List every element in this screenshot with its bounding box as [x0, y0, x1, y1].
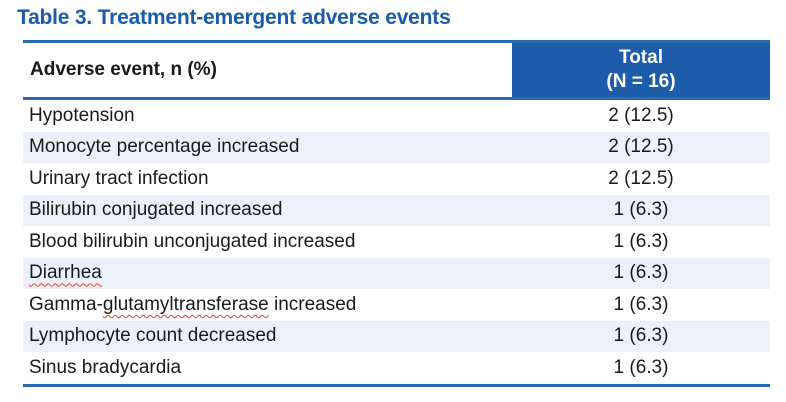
event-cell: Diarrhea: [23, 262, 512, 284]
value-cell: 1 (6.3): [613, 325, 669, 347]
event-text: increased: [268, 293, 357, 315]
table-row: Monocyte percentage increased 2 (12.5): [23, 131, 770, 163]
event-cell: Lymphocyte count decreased: [29, 325, 277, 347]
table-bottom-rule: [23, 383, 770, 387]
event-cell: Gamma-glutamyltransferase increased: [23, 294, 512, 316]
value-cell: 1 (6.3): [613, 199, 669, 221]
table-body: Hypotension 2 (12.5) Monocyte percentage…: [23, 100, 770, 384]
value-cell: 2 (12.5): [608, 167, 674, 189]
spellcheck-flagged-word: Diarrhea: [29, 262, 102, 284]
total-header-line1: Total: [619, 47, 663, 68]
table-row: Bilirubin conjugated increased 1 (6.3): [23, 194, 770, 226]
event-cell: Blood bilirubin unconjugated increased: [29, 230, 356, 252]
value-cell: 1 (6.3): [613, 262, 669, 284]
value-cell: 2 (12.5): [608, 104, 674, 126]
event-cell: Sinus bradycardia: [29, 356, 182, 378]
table-row: Sinus bradycardia 1 (6.3): [23, 352, 770, 384]
adverse-events-table: Adverse event, n (%) Total (N = 16) Hypo…: [23, 40, 770, 387]
table-row: Blood bilirubin unconjugated increased 1…: [23, 226, 770, 258]
table-row: Urinary tract infection 2 (12.5): [23, 163, 770, 195]
event-cell: Bilirubin conjugated increased: [29, 199, 283, 221]
value-cell: 2 (12.5): [608, 136, 674, 158]
header-bottom-rule: [23, 97, 770, 100]
event-cell: Urinary tract infection: [29, 167, 209, 189]
event-text: Gamma-: [29, 293, 103, 315]
table-row: Gamma-glutamyltransferase increased 1 (6…: [23, 289, 770, 321]
event-cell: Monocyte percentage increased: [29, 136, 300, 158]
event-cell: Hypotension: [29, 104, 135, 126]
value-cell: 1 (6.3): [613, 356, 669, 378]
value-cell: 1 (6.3): [613, 293, 669, 315]
table-top-rule: [23, 40, 770, 43]
page-title: Table 3. Treatment-emergent adverse even…: [17, 6, 451, 29]
table-row: Hypotension 2 (12.5): [23, 100, 770, 132]
value-cell: 1 (6.3): [613, 230, 669, 252]
total-header-line2: (N = 16): [606, 71, 676, 92]
table-header-row: Adverse event, n (%) Total (N = 16): [23, 43, 770, 97]
table-row: Lymphocyte count decreased 1 (6.3): [23, 320, 770, 352]
column-header-adverse-event: Adverse event, n (%): [30, 59, 217, 80]
spellcheck-flagged-word: glutamyltransferase: [102, 293, 269, 315]
column-header-total: Total (N = 16): [512, 43, 770, 97]
table-row: Diarrhea 1 (6.3): [23, 257, 770, 289]
